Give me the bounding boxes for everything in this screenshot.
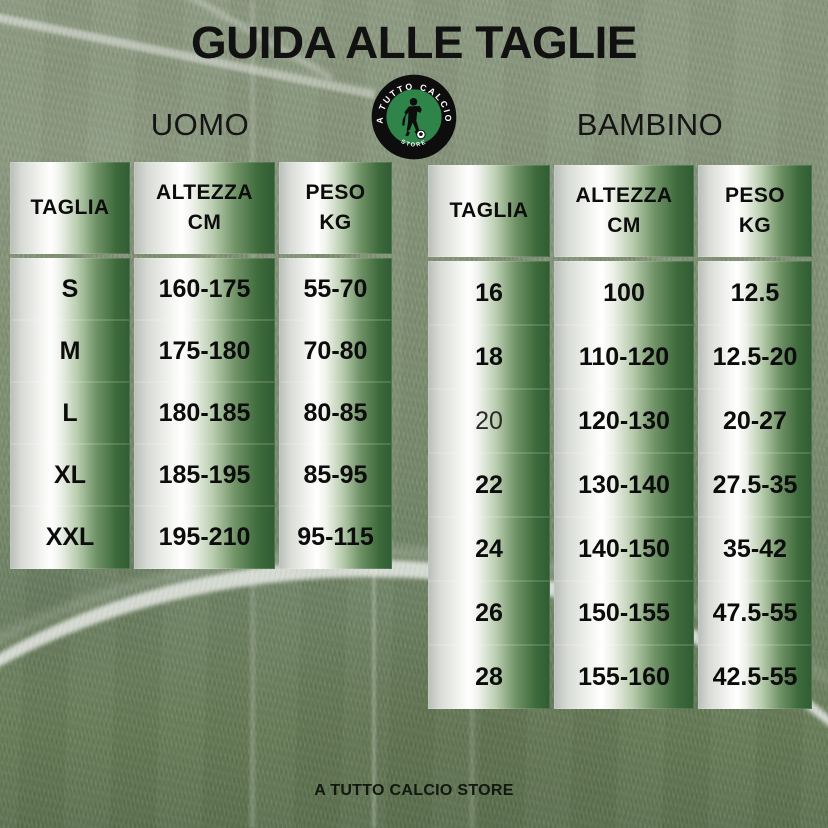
table-row: 20 120-130 20-27 [428,389,812,453]
cell-altezza: 120-130 [554,389,694,453]
uomo-size-table: TAGLIA ALTEZZA CM PESO KG [10,162,392,569]
cell-taglia: 26 [428,581,550,645]
header-line-1: PESO [725,184,785,208]
header-cell-altezza: ALTEZZA CM [554,165,694,257]
header-line-1: TAGLIA [30,195,110,219]
header-cell-peso: PESO KG [698,165,812,257]
cell-peso: 12.5 [698,261,812,325]
cell-taglia: 18 [428,325,550,389]
header-cell-taglia: TAGLIA [10,162,130,254]
table-header-row: TAGLIA ALTEZZA CM PESO KG [10,162,392,254]
cell-taglia: M [10,320,130,382]
header-line-1: TAGLIA [449,198,529,222]
cell-altezza: 155-160 [554,645,694,709]
table-row: 18 110-120 12.5-20 [428,325,812,389]
section-label-bambino: BAMBINO [576,107,724,142]
cell-altezza: 195-210 [134,506,275,569]
pitch-line-arc-glow [0,548,828,828]
header-line-1: ALTEZZA [575,184,673,208]
cell-peso: 27.5-35 [698,453,812,517]
table-row: 24 140-150 35-42 [428,517,812,581]
cell-altezza: 140-150 [554,517,694,581]
table-header-row: TAGLIA ALTEZZA CM PESO KG [428,165,812,257]
header-line-2: CM [187,210,222,234]
header-cell-taglia: TAGLIA [428,165,550,257]
bambino-size-table: TAGLIA ALTEZZA CM PESO KG [428,165,812,709]
section-label-uomo: UOMO [150,107,250,142]
cell-peso: 95-115 [279,506,392,569]
cell-altezza: 150-155 [554,581,694,645]
cell-taglia: 16 [428,261,550,325]
cell-taglia: L [10,382,130,444]
table-row: XXL 195-210 95-115 [10,506,392,569]
header-cell-altezza: ALTEZZA CM [134,162,275,254]
bambino-table-header: TAGLIA ALTEZZA CM PESO KG [428,165,812,257]
table-row: L 180-185 80-85 [10,382,392,444]
uomo-table-body: S 160-175 55-70 M 175-180 70-80 L 180-18… [10,258,392,569]
cell-altezza: 130-140 [554,453,694,517]
cell-taglia: 28 [428,645,550,709]
table-row: 28 155-160 42.5-55 [428,645,812,709]
cell-altezza: 180-185 [134,382,275,444]
cell-peso: 42.5-55 [698,645,812,709]
cell-peso: 20-27 [698,389,812,453]
svg-text:STORE: STORE [400,139,428,148]
cell-taglia: 22 [428,453,550,517]
header-line-2: KG [319,210,352,234]
cell-peso: 80-85 [279,382,392,444]
cell-taglia: 24 [428,517,550,581]
cell-peso: 85-95 [279,444,392,506]
header-cell-peso: PESO KG [279,162,392,254]
cell-peso: 55-70 [279,258,392,320]
cell-peso: 12.5-20 [698,325,812,389]
table-row: 26 150-155 47.5-55 [428,581,812,645]
header-line-1: PESO [305,181,366,205]
cell-taglia: 20 [428,389,550,453]
cell-altezza: 160-175 [134,258,275,320]
cell-taglia: XXL [10,506,130,569]
table-row: 16 100 12.5 [428,261,812,325]
table-row: S 160-175 55-70 [10,258,392,320]
cell-taglia: S [10,258,130,320]
cell-altezza: 100 [554,261,694,325]
cell-peso: 35-42 [698,517,812,581]
soccer-ball-icon [416,129,426,140]
table-row: 22 130-140 27.5-35 [428,453,812,517]
cell-altezza: 110-120 [554,325,694,389]
cell-peso: 47.5-55 [698,581,812,645]
footer-brand: A TUTTO CALCIO STORE [314,782,514,799]
cell-peso: 70-80 [279,320,392,382]
bambino-table-body: 16 100 12.5 18 110-120 12.5-20 20 120-13… [428,261,812,709]
cell-altezza: 185-195 [134,444,275,506]
uomo-table-header: TAGLIA ALTEZZA CM PESO KG [10,162,392,254]
header-line-1: ALTEZZA [156,181,253,205]
header-line-2: CM [607,213,641,237]
table-row: XL 185-195 85-95 [10,444,392,506]
header-line-2: KG [738,213,772,237]
a-tutto-calcio-logo: A TUTTO CALCIO STORE [368,70,460,164]
cell-altezza: 175-180 [134,320,275,382]
table-row: M 175-180 70-80 [10,320,392,382]
cell-taglia: XL [10,444,130,506]
page-title: GUIDA ALLE TAGLIE [190,17,638,68]
